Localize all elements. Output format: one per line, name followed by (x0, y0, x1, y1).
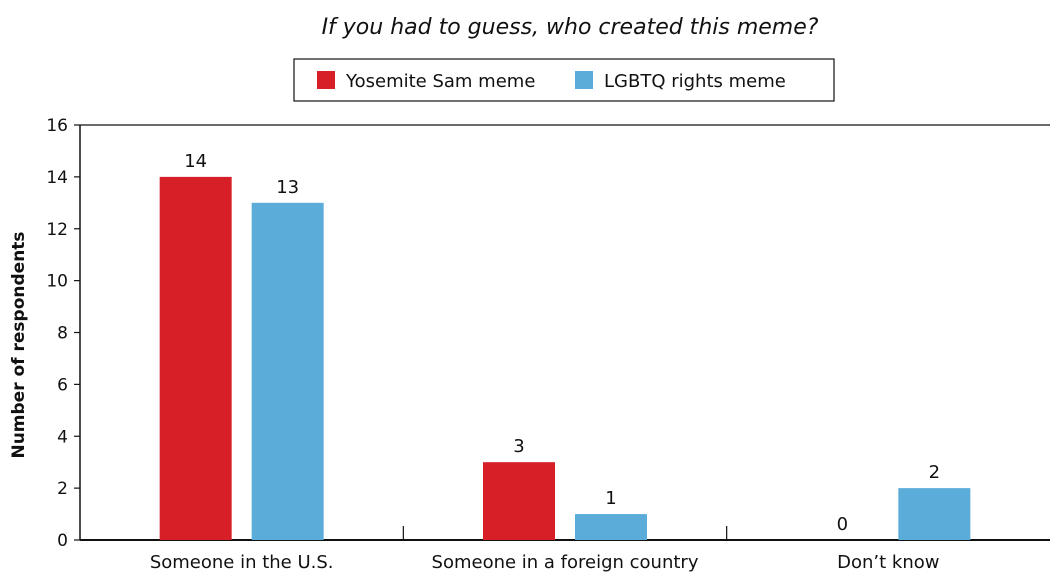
data-label-series-1-category-1: 14 (184, 151, 207, 172)
data-label-series-1-category-3: 0 (837, 514, 848, 535)
y-tick-label-10: 10 (46, 272, 68, 292)
legend-swatch-yosemite-sam-meme (317, 71, 335, 89)
y-tick-label-14: 14 (46, 168, 68, 188)
legend-box (293, 58, 835, 102)
bar-series-1-category-1 (159, 176, 232, 540)
x-axis: Someone in the U.S. Someone in a foreign … (80, 526, 1050, 573)
data-label-series-1-category-2: 3 (513, 436, 524, 457)
x-tick-label-3: Don’t know (837, 552, 939, 573)
bar-series-1-category-2 (483, 462, 555, 540)
data-label-series-2-category-1: 13 (276, 177, 299, 198)
y-tick-label-2: 2 (57, 479, 68, 499)
y-tick-label-16: 16 (46, 116, 68, 136)
y-tick-label-12: 12 (46, 220, 68, 240)
y-axis-label: Number of respondents (9, 231, 29, 458)
data-label-series-2-category-3: 2 (929, 462, 940, 483)
bar-series-2-category-2 (575, 514, 647, 540)
legend-label-lgbtq-rights-meme: LGBTQ rights meme (604, 71, 786, 92)
x-tick-label-2: Someone in a foreign country (432, 552, 699, 573)
y-tick-label-0: 0 (57, 531, 68, 551)
legend: Yosemite Sam meme LGBTQ rights meme (293, 58, 835, 102)
bar-series-2-category-3 (898, 488, 971, 540)
data-label-series-2-category-2: 1 (605, 488, 616, 509)
data-labels: 14 13 3 1 0 2 (184, 151, 940, 535)
y-tick-label-8: 8 (57, 324, 68, 344)
legend-label-yosemite-sam-meme: Yosemite Sam meme (345, 71, 535, 92)
bar-series-2-category-1 (251, 202, 324, 540)
chart-title: If you had to guess, who created this me… (322, 15, 819, 40)
bars (159, 176, 971, 540)
legend-swatch-lgbtq-rights-meme (575, 71, 593, 89)
x-tick-label-1: Someone in the U.S. (150, 552, 334, 573)
y-tick-label-4: 4 (57, 427, 68, 447)
y-tick-label-6: 6 (57, 375, 68, 395)
